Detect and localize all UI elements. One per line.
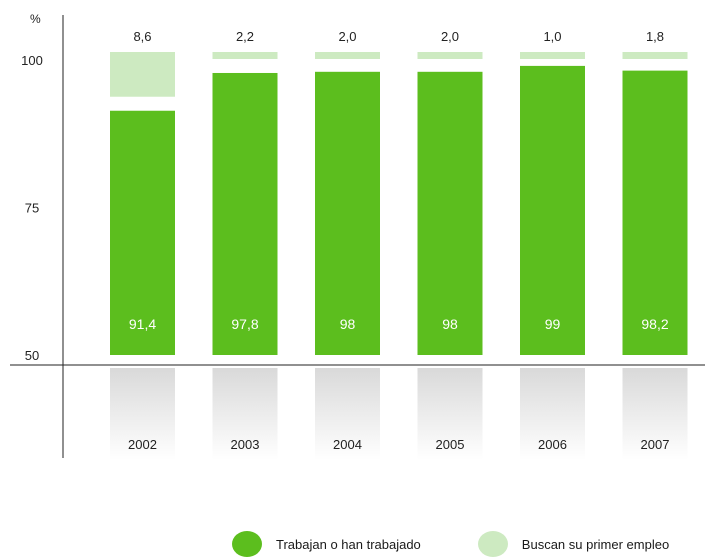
bar-buscan <box>212 52 278 59</box>
bar-trabajan <box>622 70 688 356</box>
legend-swatch-buscan <box>477 531 508 557</box>
bar-value-label-buscan: 2,2 <box>236 29 254 44</box>
bar-value-label-trabajan: 99 <box>545 316 561 332</box>
bar-value-label-trabajan: 98 <box>442 316 458 332</box>
bar-reflection <box>212 368 278 460</box>
bar-value-label-buscan: 2,0 <box>338 29 356 44</box>
y-tick-label: 50 <box>25 348 39 363</box>
bar-buscan <box>622 52 688 59</box>
bar-buscan <box>520 52 585 59</box>
x-tick-label: 2005 <box>436 437 465 452</box>
y-tick-label: 100 <box>21 53 43 68</box>
bar-value-label-buscan: 1,8 <box>646 29 664 44</box>
bar-reflection <box>110 368 175 460</box>
legend-swatch-trabajan <box>232 531 262 557</box>
legend: Trabajan o han trabajado Buscan su prime… <box>232 530 692 558</box>
bar-trabajan <box>110 110 175 356</box>
x-tick-label: 2003 <box>231 437 260 452</box>
y-unit-label: % <box>30 12 41 26</box>
bar-reflection <box>520 368 585 460</box>
bar-reflection <box>622 368 688 460</box>
bar-reflection <box>417 368 483 460</box>
bar-value-label-trabajan: 97,8 <box>231 316 258 332</box>
bar-trabajan <box>417 71 483 356</box>
legend-item-trabajan: Trabajan o han trabajado <box>232 531 421 557</box>
y-tick-label: 75 <box>25 201 39 216</box>
bar-buscan <box>315 52 380 59</box>
bar-value-label-trabajan: 98,2 <box>641 316 668 332</box>
bar-buscan <box>110 52 175 97</box>
bar-value-label-buscan: 1,0 <box>543 29 561 44</box>
bar-trabajan <box>212 72 278 355</box>
bar-trabajan <box>520 65 585 356</box>
x-tick-label: 2004 <box>333 437 362 452</box>
bar-reflection <box>315 368 380 460</box>
bar-buscan <box>417 52 483 59</box>
legend-label-buscan: Buscan su primer empleo <box>521 536 670 552</box>
x-tick-label: 2002 <box>128 437 157 452</box>
bar-value-label-buscan: 8,6 <box>133 29 151 44</box>
bar-value-label-trabajan: 91,4 <box>129 316 156 332</box>
x-tick-label: 2006 <box>538 437 567 452</box>
bar-value-label-buscan: 2,0 <box>441 29 459 44</box>
legend-label-trabajan: Trabajan o han trabajado <box>276 536 421 552</box>
bar-trabajan <box>315 71 380 356</box>
bar-value-label-trabajan: 98 <box>340 316 356 332</box>
x-tick-label: 2007 <box>641 437 670 452</box>
legend-item-buscan: Buscan su primer empleo <box>477 531 670 557</box>
